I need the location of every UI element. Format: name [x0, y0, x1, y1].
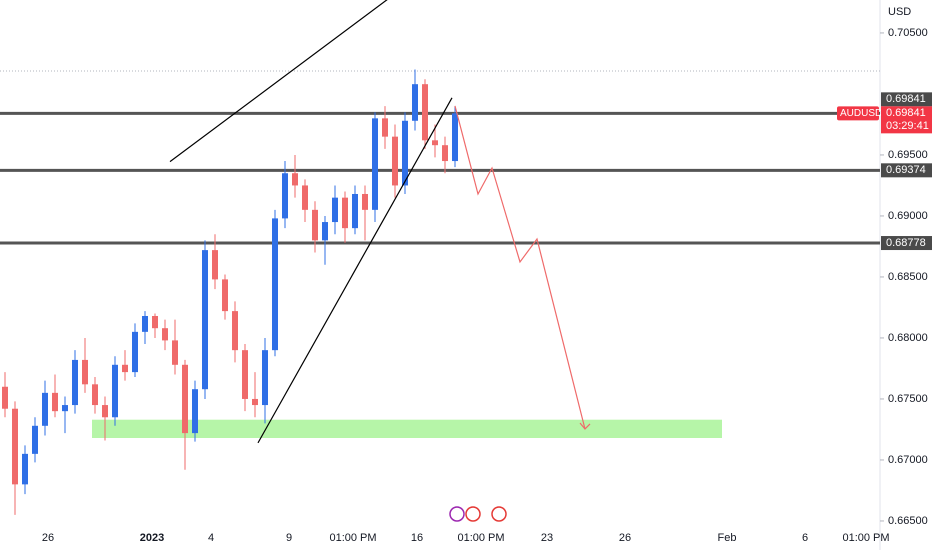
candle-body [432, 140, 438, 146]
candle-body [122, 364, 128, 373]
support-zone [92, 419, 722, 438]
candle-body [62, 405, 68, 412]
level-tag [881, 92, 932, 107]
candle-body [352, 193, 358, 229]
x-tick-label: 2023 [140, 532, 164, 544]
candle-body [142, 315, 148, 332]
candle-body [152, 315, 158, 329]
candle-body [332, 197, 338, 223]
x-tick-label: 01:00 PM [329, 532, 376, 544]
y-tick-label: 0.68000 [888, 332, 928, 344]
candle-body [172, 340, 178, 365]
candle-body [302, 185, 308, 210]
candle-body [292, 173, 298, 186]
candle-body [112, 364, 118, 418]
candle-body [132, 331, 138, 373]
candle-body [82, 359, 88, 385]
candle-body [162, 328, 168, 341]
y-tick-label: 0.69500 [888, 149, 928, 161]
level-label: 0.69374 [886, 164, 926, 176]
candle-body [252, 398, 258, 406]
event-icon[interactable] [491, 506, 507, 522]
trendline [257, 97, 453, 444]
y-tick-label: 0.66500 [888, 515, 928, 527]
candle-body [382, 118, 388, 137]
y-tick-label: 0.67000 [888, 454, 928, 466]
candle-body [342, 197, 348, 229]
symbol-label: AUDUSD [840, 108, 882, 119]
x-tick-label: 6 [802, 532, 808, 544]
event-icons [449, 506, 507, 522]
candle-body [52, 392, 58, 412]
candle-body [402, 120, 408, 186]
candle-body [42, 392, 48, 426]
candle-body [72, 359, 78, 406]
candle-body [272, 218, 278, 351]
x-tick-label: 16 [411, 532, 423, 544]
candle-body [32, 425, 38, 454]
event-icon[interactable] [449, 506, 465, 522]
x-tick-label: 26 [619, 532, 631, 544]
x-tick-label: 26 [42, 532, 54, 544]
y-tick-label: 0.68500 [888, 271, 928, 283]
candle-body [212, 250, 218, 280]
x-tick-label: 9 [286, 532, 292, 544]
candle-body [392, 136, 398, 186]
level-label: 0.69841 [886, 93, 926, 105]
candle-body [412, 84, 418, 121]
projection-path [454, 105, 586, 430]
candle-body [362, 193, 368, 210]
candle-body [22, 453, 28, 485]
candle-body [322, 222, 328, 241]
x-tick-label: 4 [208, 532, 214, 544]
currency-label: USD [888, 6, 911, 18]
candle-body [372, 118, 378, 210]
candle-body [222, 279, 228, 312]
candle-body [232, 311, 238, 351]
level-tag [881, 236, 932, 251]
candle-body [182, 364, 188, 434]
candle-body [102, 405, 108, 418]
x-tick-label: 01:00 PM [457, 532, 504, 544]
price-tag [881, 106, 932, 134]
candle-body [92, 384, 98, 406]
y-tick-label: 0.67500 [888, 393, 928, 405]
x-tick-label: Feb [718, 532, 737, 544]
candle-body [452, 113, 458, 162]
candle-body [192, 389, 198, 434]
countdown-label: 03:29:41 [886, 120, 929, 132]
candle-body [12, 408, 18, 485]
last-price-label: 0.69841 [886, 107, 926, 119]
candle-body [312, 209, 318, 241]
event-icon[interactable] [465, 506, 481, 522]
y-tick-label: 0.70500 [888, 27, 928, 39]
x-tick-label: 23 [541, 532, 553, 544]
symbol-tag [837, 106, 879, 121]
candle-body [262, 350, 268, 406]
candle-body [442, 145, 448, 162]
projection-arrow [579, 422, 591, 430]
candle-body [242, 350, 248, 399]
trendline [169, 0, 388, 163]
y-tick-label: 0.69000 [888, 210, 928, 222]
candle-body [282, 173, 288, 219]
x-tick-label: 01:00 PM [842, 532, 889, 544]
level-label: 0.68778 [886, 237, 926, 249]
candle-body [202, 250, 208, 390]
level-tag [881, 163, 932, 178]
candle-body [422, 84, 428, 141]
candle-body [2, 386, 8, 409]
